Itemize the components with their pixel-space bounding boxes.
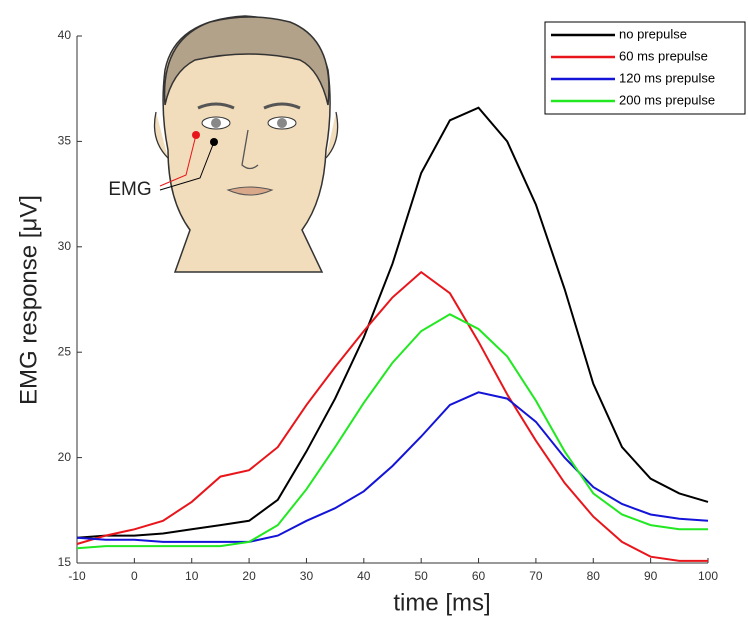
legend-label: no prepulse: [619, 26, 687, 41]
legend-label: 60 ms prepulse: [619, 48, 708, 63]
x-tick-label: 90: [644, 569, 658, 583]
x-tick-label: 80: [587, 569, 601, 583]
annotation: EMG: [108, 179, 151, 200]
series-line: [76, 270, 708, 562]
y-tick-label: 35: [58, 134, 72, 148]
y-tick-label: 25: [58, 344, 72, 358]
x-tick-label: 30: [300, 569, 314, 583]
series-line: [76, 391, 709, 543]
y-tick-label: 20: [58, 450, 72, 464]
x-tick-label: -10: [68, 569, 86, 583]
legend: no prepulse 60 ms prepulse 120 ms prepulse…: [544, 21, 746, 115]
series-line: [76, 106, 709, 539]
legend-label: 120 ms prepulse: [619, 70, 715, 85]
face-illustration: EMG: [108, 15, 339, 273]
y-tick-label: 30: [58, 239, 72, 253]
x-tick-label: 40: [357, 569, 371, 583]
x-tick-label: 70: [529, 569, 543, 583]
x-axis-label: time [ms]: [393, 589, 490, 616]
x-tick-label: 60: [472, 569, 486, 583]
x-tick-label: 100: [698, 569, 718, 583]
y-axis-label: EMG response [μV]: [15, 195, 42, 405]
series-line: [76, 313, 708, 550]
x-tick-label: 0: [131, 569, 138, 583]
legend-box: [544, 21, 746, 115]
y-tick-label: 15: [58, 555, 72, 569]
x-tick-label: 10: [185, 569, 199, 583]
legend-label: 200 ms prepulse: [619, 92, 715, 107]
x-tick-label: 50: [415, 569, 429, 583]
x-tick-label: 20: [242, 569, 256, 583]
y-tick-label: 40: [58, 28, 72, 42]
